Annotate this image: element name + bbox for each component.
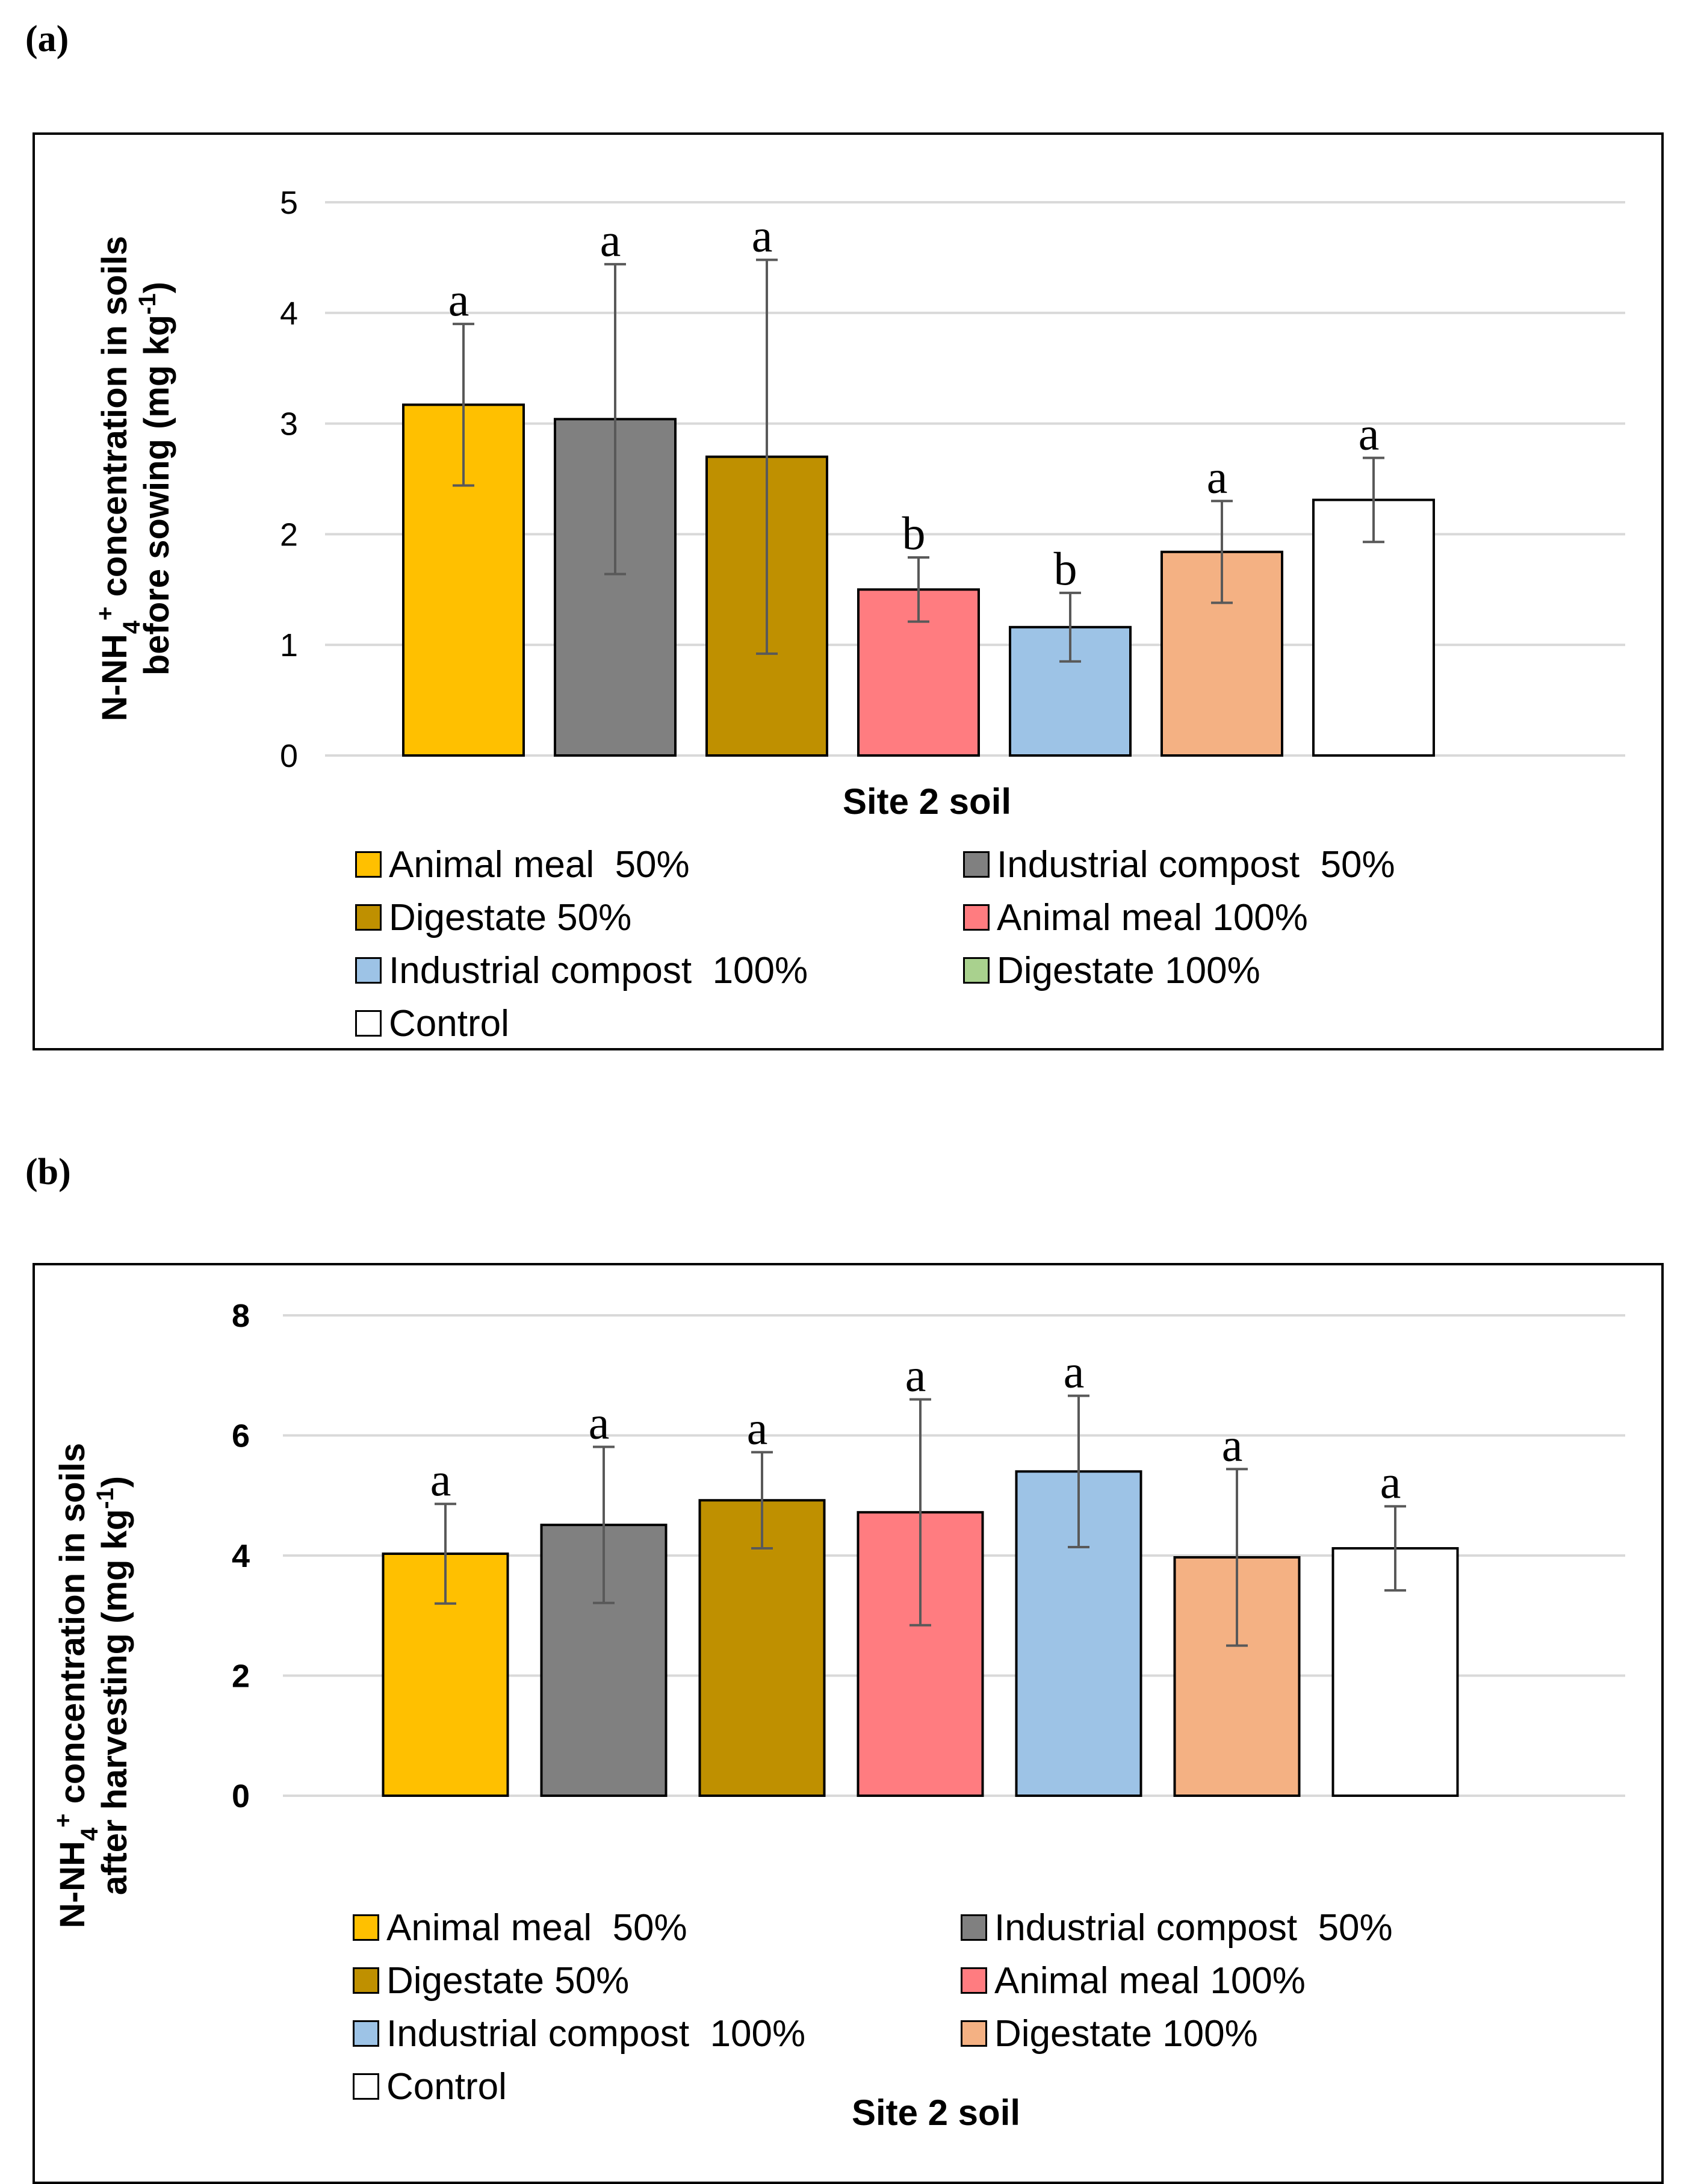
significance-letter-a-7: a — [1359, 408, 1380, 460]
panel-label-b: (b) — [25, 1152, 71, 1193]
y-tick-label-b: 6 — [232, 1418, 250, 1454]
legend-label: Control — [386, 2065, 507, 2108]
legend-item-a-5: Industrial compost 100% — [355, 946, 963, 994]
y-tick-label-b: 8 — [232, 1298, 250, 1334]
y-label-text-rest: concentration in soils — [95, 236, 134, 607]
legend-item-b-3: Digestate 50% — [353, 1956, 961, 2005]
y-tick-label-a: 1 — [280, 627, 298, 663]
legend-label: Digestate 100% — [994, 2012, 1258, 2055]
significance-letter-a-6: a — [1207, 450, 1228, 503]
significance-letter-a-5: b — [1054, 542, 1077, 595]
legend-swatch — [355, 904, 382, 931]
panel-label-a: (a) — [25, 19, 69, 60]
y-label-text: before sowing (mg kg — [137, 315, 176, 675]
y-label-text-rest: concentration in soils — [53, 1443, 92, 1814]
y-label-superscript: -1 — [134, 293, 161, 315]
legend-swatch — [353, 2020, 379, 2047]
y-tick-label-b: 2 — [232, 1658, 250, 1695]
significance-letter-b-1: a — [430, 1453, 451, 1506]
significance-letter-a-2: a — [600, 214, 621, 266]
legend-swatch — [355, 851, 382, 878]
y-label-text: N-NH — [95, 634, 134, 721]
x-axis-label-a: Site 2 soil — [843, 781, 1011, 822]
legend-item-a-3: Digestate 50% — [355, 893, 963, 942]
legend-label: Industrial compost 50% — [997, 843, 1395, 886]
y-label-superscript: + — [50, 1813, 76, 1827]
y-label-text-end: ) — [137, 282, 176, 293]
significance-letter-b-5: a — [1064, 1345, 1085, 1398]
legend-item-a-2: Industrial compost 50% — [963, 840, 1445, 889]
legend-item-a-4: Animal meal 100% — [963, 893, 1445, 942]
y-label-text: N-NH — [53, 1841, 92, 1928]
y-tick-label-a: 4 — [280, 296, 298, 332]
y-tick-label-a: 2 — [280, 517, 298, 553]
x-axis-label-b: Site 2 soil — [852, 2092, 1020, 2133]
legend-label: Industrial compost 100% — [386, 2012, 806, 2055]
significance-letter-a-4: b — [902, 507, 926, 559]
legend-swatch — [963, 904, 990, 931]
legend-item-a-7: Control — [355, 999, 963, 1047]
y-axis-label-line1-b: N-NH4+ concentration in soils — [50, 1443, 103, 1928]
legend-label: Industrial compost 50% — [994, 1906, 1393, 1949]
significance-letter-a-3: a — [752, 209, 773, 262]
legend-item-b-2: Industrial compost 50% — [961, 1903, 1442, 1952]
legend-item-b-5: Industrial compost 100% — [353, 2009, 961, 2058]
legend-label: Animal meal 100% — [994, 1959, 1306, 2002]
y-tick-label-a: 3 — [280, 406, 298, 442]
legend-label: Animal meal 50% — [386, 1906, 687, 1949]
y-label-subscript: 4 — [119, 620, 145, 634]
y-label-text-end: ) — [95, 1476, 134, 1488]
legend-label: Digestate 100% — [997, 949, 1260, 991]
legend-label: Industrial compost 100% — [389, 949, 808, 991]
y-tick-label-b: 0 — [232, 1778, 250, 1814]
legend-swatch — [353, 1967, 379, 1994]
y-axis-label-line2-b: after harvesting (mg kg-1) — [92, 1476, 134, 1895]
legend-swatch — [353, 2073, 379, 2100]
legend-item-b-4: Animal meal 100% — [961, 1956, 1442, 2005]
legend-swatch — [355, 1010, 382, 1037]
significance-letter-a-1: a — [448, 273, 469, 326]
legend-b: Animal meal 50% Industrial compost 50% Dig… — [353, 1903, 1442, 2111]
legend-label: Control — [389, 1002, 509, 1044]
legend-item-a-6: Digestate 100% — [963, 946, 1445, 994]
y-label-subscript: 4 — [76, 1827, 103, 1841]
legend-swatch — [961, 1967, 987, 1994]
y-tick-label-b: 4 — [232, 1538, 250, 1574]
significance-letter-b-7: a — [1380, 1456, 1401, 1508]
significance-letter-b-6: a — [1222, 1418, 1243, 1471]
y-label-superscript: + — [92, 606, 119, 620]
legend-swatch — [355, 957, 382, 984]
legend-swatch — [963, 957, 990, 984]
legend-item-b-1: Animal meal 50% — [353, 1903, 961, 1952]
legend-label: Digestate 50% — [386, 1959, 630, 2002]
y-label-text: after harvesting (mg kg — [95, 1509, 134, 1895]
legend-item-a-1: Animal meal 50% — [355, 840, 963, 889]
legend-item-b-6: Digestate 100% — [961, 2009, 1442, 2058]
legend-label: Animal meal 50% — [389, 843, 690, 886]
legend-swatch — [961, 2020, 987, 2047]
legend-label: Digestate 50% — [389, 896, 632, 938]
y-label-superscript: -1 — [92, 1488, 119, 1509]
legend-swatch — [961, 1914, 987, 1941]
y-axis-label-b: N-NH4+ concentration in soils after harve… — [50, 1443, 134, 1928]
legend-a: Animal meal 50% Industrial compost 50% Dig… — [355, 840, 1445, 1047]
y-tick-label-a: 0 — [280, 738, 298, 774]
significance-letter-b-2: a — [589, 1396, 610, 1448]
legend-swatch — [963, 851, 990, 878]
legend-item-b-7: Control — [353, 2062, 961, 2111]
y-axis-label-line1-a: N-NH4+ concentration in soils — [92, 236, 145, 721]
y-tick-label-a: 5 — [280, 185, 298, 221]
legend-swatch — [353, 1914, 379, 1941]
legend-label: Animal meal 100% — [997, 896, 1308, 938]
significance-letter-b-3: a — [747, 1401, 768, 1454]
y-axis-label-line2-a: before sowing (mg kg-1) — [134, 282, 176, 675]
y-axis-label-a: N-NH4+ concentration in soils before sowi… — [92, 236, 176, 721]
significance-letter-b-4: a — [905, 1349, 926, 1401]
